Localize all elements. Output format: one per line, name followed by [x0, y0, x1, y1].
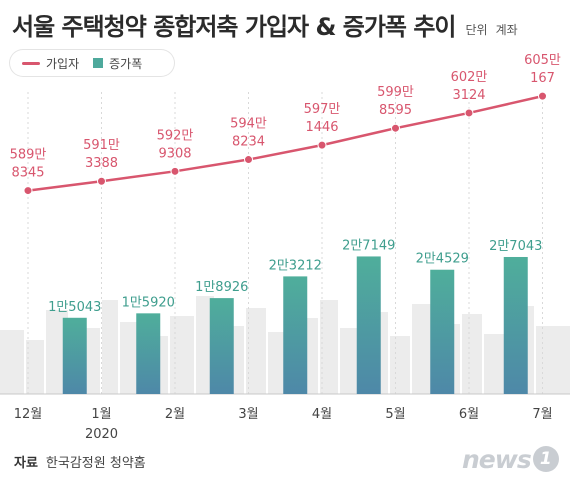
- logo-mark: 1: [532, 446, 559, 472]
- x-tick-label-5월: 5월: [385, 407, 405, 422]
- bar-label-5월: 2만7149: [342, 238, 395, 253]
- line-label-top-4월: 597만: [304, 102, 341, 117]
- legend-item-bar: 증가폭: [93, 55, 142, 72]
- bar-label-6월: 2만4529: [416, 252, 469, 267]
- bar-label-7월: 2만7043: [489, 239, 542, 254]
- bar-5월: [356, 256, 381, 394]
- subscriber-line: [27, 94, 543, 192]
- skyline-building: [462, 314, 482, 394]
- line-point-6월: [464, 108, 474, 118]
- bar-6월: [430, 269, 455, 394]
- chart-title: 서울 주택청약 종합저축 가입자 & 증가폭 추이: [12, 13, 457, 41]
- skyline-building: [536, 326, 570, 394]
- skyline-building: [196, 296, 214, 394]
- x-tick-label-6월: 6월: [459, 407, 479, 422]
- x-tick-label-2월: 2월: [165, 407, 185, 422]
- line-label-bottom-3월: 8234: [232, 135, 265, 150]
- bar-7월: [503, 256, 528, 394]
- legend: 가입자 증가폭: [10, 50, 174, 76]
- line-label-bottom-5월: 8595: [379, 103, 412, 118]
- line-label-top-5월: 599만: [377, 85, 414, 100]
- line-label-bottom-7월: 167: [530, 71, 555, 86]
- source-value: 한국감정원 청약홈: [45, 456, 146, 471]
- line-label-bottom-2월: 9308: [158, 146, 191, 161]
- x-tick-label-7월: 7월: [532, 407, 552, 422]
- line-label-top-12월: 589만: [10, 148, 47, 163]
- x-tick-label-1월: 1월: [91, 407, 111, 422]
- skyline-building: [102, 300, 118, 394]
- line-point-5월: [391, 123, 400, 133]
- bar-3월: [209, 298, 234, 394]
- line-point-3월: [244, 155, 253, 165]
- bar-4월: [283, 276, 308, 394]
- line-point-2월: [170, 166, 180, 176]
- skyline-building: [0, 330, 24, 394]
- gridlines: [0, 92, 570, 395]
- source-label: 자료: [14, 456, 38, 471]
- line-point-4월: [317, 140, 327, 150]
- x-tick-label-4월: 4월: [312, 407, 332, 422]
- unit-value: 계좌: [495, 23, 518, 37]
- skyline-building: [390, 336, 410, 394]
- line-label-top-7월: 605만: [524, 53, 561, 68]
- logo-text: news: [462, 444, 532, 474]
- skyline-building: [26, 340, 44, 394]
- line-point-1월: [97, 176, 106, 186]
- skyline-building: [320, 300, 338, 394]
- bar-label-4월: 2만3212: [269, 258, 322, 273]
- line-series: [23, 91, 547, 196]
- line-label-top-3월: 594만: [230, 117, 267, 132]
- title-row: 서울 주택청약 종합저축 가입자 & 증가폭 추이 단위 계좌: [12, 8, 558, 42]
- legend-item-line: 가입자: [22, 55, 79, 72]
- line-labels: 589만 8345 591만 3388 592만 9308 594만 8234 597만 1446…: [10, 53, 561, 180]
- line-point-7월: [538, 91, 547, 101]
- x-axis: 12월 1월 2월 3월 4월 5월 6월 7월 2020: [14, 407, 553, 440]
- legend-bar-label: 증가폭: [109, 56, 143, 71]
- line-point-12월: [23, 186, 33, 196]
- legend-bar-swatch: [93, 58, 104, 68]
- bar-label-2월: 1만5920: [122, 295, 175, 310]
- bar-2월: [136, 313, 161, 394]
- unit-label: 단위: [465, 23, 488, 37]
- skyline-building: [46, 310, 68, 394]
- bar-1월: [62, 317, 87, 394]
- bar-series: [62, 256, 528, 394]
- line-label-bottom-4월: 1446: [305, 120, 338, 135]
- bar-label-3월: 1만8926: [195, 280, 248, 295]
- unit-note: 단위 계좌: [466, 21, 526, 42]
- chart-area: 1만5043 1만5920 1만8926 2만3212 2만7149 2만4529 2만70…: [0, 53, 570, 440]
- line-label-top-6월: 602만: [451, 70, 488, 85]
- skyline-building: [246, 308, 266, 394]
- skyline-building: [170, 316, 194, 394]
- line-label-bottom-12월: 8345: [11, 166, 44, 181]
- line-label-bottom-1월: 3388: [85, 156, 118, 171]
- legend-line-swatch: [22, 61, 40, 65]
- line-label-top-1월: 591만: [83, 138, 120, 153]
- x-tick-label-3월: 3월: [238, 407, 258, 422]
- line-label-top-2월: 592만: [157, 128, 194, 143]
- bar-label-1월: 1만5043: [48, 300, 101, 315]
- x-tick-label-12월: 12월: [14, 407, 43, 422]
- bar-labels: 1만5043 1만5920 1만8926 2만3212 2만7149 2만4529 2만70…: [48, 238, 542, 314]
- line-label-bottom-6월: 3124: [452, 88, 485, 103]
- x-year-label: 2020: [85, 427, 118, 440]
- source-note: 자료 한국감정원 청약홈: [14, 452, 146, 471]
- news1-logo: news 1: [462, 442, 559, 476]
- legend-line-label: 가입자: [46, 56, 80, 71]
